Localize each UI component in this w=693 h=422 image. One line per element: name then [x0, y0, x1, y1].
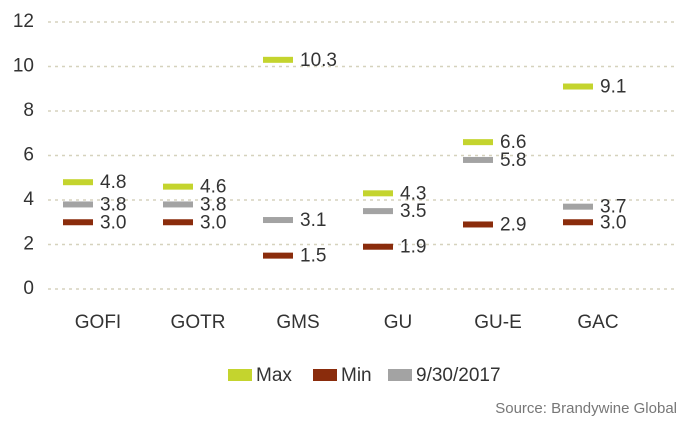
- value-label: 3.1: [300, 210, 326, 231]
- y-tick-label: 12: [13, 11, 34, 32]
- marker: [63, 179, 93, 186]
- marker: [263, 56, 293, 63]
- value-label: 3.0: [200, 212, 226, 233]
- marker: [463, 156, 493, 163]
- x-tick-label: GU: [384, 312, 413, 333]
- value-label: 5.8: [500, 150, 526, 171]
- marker: [563, 203, 593, 210]
- marker: [63, 201, 93, 208]
- value-label: 4.3: [400, 183, 426, 204]
- y-tick-label: 0: [23, 278, 34, 299]
- marker: [163, 201, 193, 208]
- value-label: 9.1: [600, 77, 626, 98]
- marker: [563, 219, 593, 226]
- marker: [163, 183, 193, 190]
- marker: [463, 139, 493, 146]
- marker: [363, 208, 393, 215]
- marker: [563, 83, 593, 90]
- marker: [163, 219, 193, 226]
- marker: [263, 217, 293, 224]
- marker: [63, 219, 93, 226]
- y-tick-label: 4: [23, 189, 34, 210]
- value-label: 4.8: [100, 172, 126, 193]
- marker: [363, 243, 393, 250]
- y-tick-label: 8: [23, 100, 34, 121]
- marker: [363, 190, 393, 197]
- value-label: 4.6: [200, 177, 226, 198]
- x-tick-label: GMS: [276, 312, 319, 333]
- legend-swatch: [228, 369, 252, 381]
- x-tick-label: GOTR: [171, 312, 226, 333]
- value-label: 3.8: [100, 194, 126, 215]
- value-label: 1.9: [400, 237, 426, 258]
- legend-label: Min: [341, 365, 372, 386]
- value-label: 3.8: [200, 194, 226, 215]
- value-label: 3.5: [400, 201, 426, 222]
- value-label: 3.7: [600, 197, 626, 218]
- x-tick-label: GOFI: [75, 312, 121, 333]
- value-label: 2.9: [500, 214, 526, 235]
- legend-label: 9/30/2017: [416, 365, 501, 386]
- value-label: 3.0: [600, 212, 626, 233]
- legend-swatch: [388, 369, 412, 381]
- y-tick-label: 6: [23, 145, 34, 166]
- marker: [463, 221, 493, 228]
- value-label: 3.0: [100, 212, 126, 233]
- source: Source: Brandywine Global: [495, 400, 677, 417]
- marker: [263, 252, 293, 259]
- value-label: 10.3: [300, 50, 337, 71]
- x-tick-label: GAC: [577, 312, 618, 333]
- x-tick-label: GU-E: [474, 312, 522, 333]
- legend-label: Max: [256, 365, 292, 386]
- y-tick-label: 2: [23, 234, 34, 255]
- value-label: 6.6: [500, 132, 526, 153]
- y-tick-label: 10: [13, 56, 34, 77]
- legend-swatch: [313, 369, 337, 381]
- value-label: 1.5: [300, 246, 326, 267]
